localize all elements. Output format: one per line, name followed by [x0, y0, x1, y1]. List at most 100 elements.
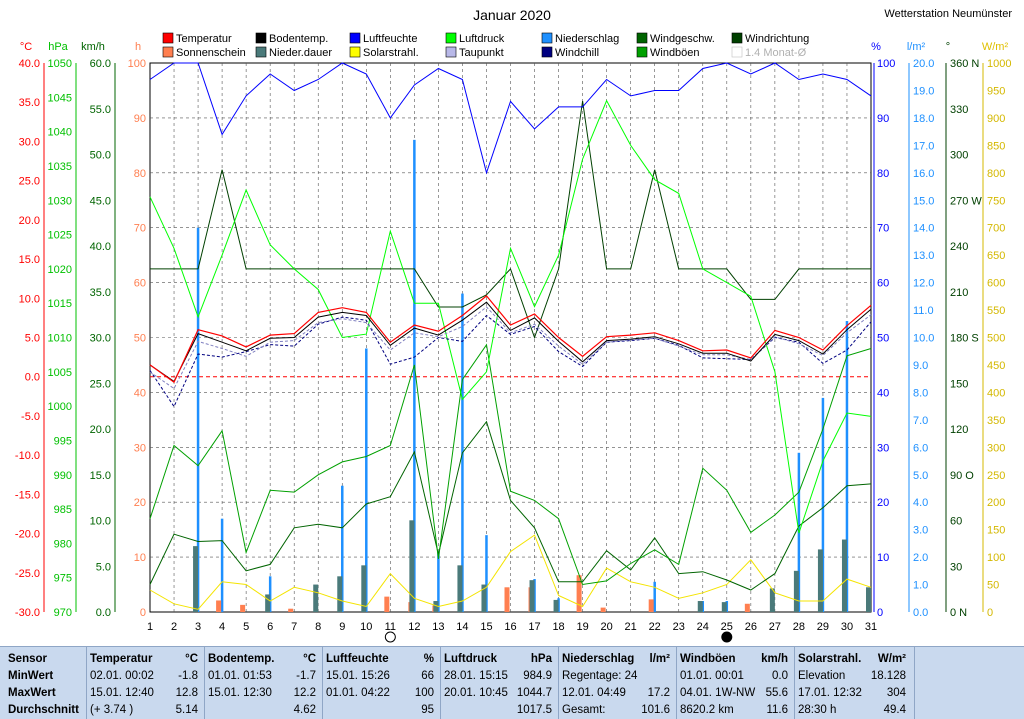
summary-cell-label: 01.01. 04:22 [326, 687, 390, 699]
legend-swatch [445, 46, 457, 58]
summary-cell-label: Luftfeuchte [326, 653, 389, 665]
rain-tick-label: 16.0 [913, 168, 934, 180]
legend-label: Temperatur [176, 33, 232, 45]
axis-unit-labels: °C hPa km/h h % l/m² ° W/m² [20, 41, 1009, 53]
pressure-tick-label: 1025 [48, 230, 72, 242]
x-tick-label: 29 [817, 621, 829, 633]
line-taupunkt [149, 306, 872, 390]
rain-tick-label: 7.0 [913, 415, 928, 427]
x-tick-label: 7 [291, 621, 297, 633]
summary-cell: Luftfeuchte% [326, 651, 438, 668]
x-tick-labels: 1 2 3 4 5 6 7 8 9 10 11 12 13 14 15 16 17 18 19 20 21 22 23 24 2… [147, 621, 877, 633]
summary-cell-label: 12.01. 04:49 [562, 687, 626, 699]
x-tick-label: 19 [576, 621, 588, 633]
solar-tick-label: 150 [987, 525, 1005, 537]
summary-cell-value: 0.0 [772, 670, 788, 682]
bar-niederschlag [196, 227, 200, 612]
temp-tick-label: -30.0 [15, 607, 40, 619]
pressure-tick-label: 1050 [48, 58, 72, 70]
rain-tick-label: 1.0 [913, 580, 928, 592]
pressure-tick-label: 1000 [48, 401, 72, 413]
summary-cell: 17.01. 12:32 304 [798, 685, 910, 702]
summary-cell-label: 04.01. 1W-NW [680, 687, 756, 699]
summary-column: Luftfeuchte% 15.01. 15:26 66 01.01. 04:22 10… [326, 651, 438, 719]
summary-cell-label: Temperatur [90, 653, 153, 665]
bar-niederdauer [529, 580, 535, 612]
summary-cell-label: 15.01. 15:26 [326, 670, 390, 682]
summary-separator [322, 647, 323, 719]
bar-niederschlag [437, 551, 440, 612]
pressure-tick-label: 975 [54, 573, 72, 585]
summary-cell-label: Solarstrahl. [798, 653, 862, 665]
summary-separator [86, 647, 87, 719]
chart-background [0, 0, 1024, 646]
pressure-tick-label: 970 [54, 607, 72, 619]
sun-tick-label: 20 [134, 497, 146, 509]
x-tick-label: 1 [147, 621, 153, 633]
rain-tick-label: 11.0 [913, 305, 934, 317]
summary-cell-label: Luftdruck [444, 653, 498, 665]
solar-tick-label: 750 [987, 195, 1005, 207]
wind-tick-label: 5.0 [96, 561, 111, 573]
x-tick-label: 9 [339, 621, 345, 633]
x-tick-label: 23 [673, 621, 685, 633]
x-tick-label: 30 [841, 621, 853, 633]
line-series [149, 62, 872, 610]
solar-tick-label: 850 [987, 140, 1005, 152]
solar-tick-label: 800 [987, 168, 1005, 180]
summary-cell-value: 304 [886, 687, 906, 699]
x-tick-label: 28 [793, 621, 805, 633]
summary-cell-label: 02.01. 00:02 [90, 670, 154, 682]
summary-cell: Luftdruck hPa [444, 651, 556, 668]
summary-cell: 15.01. 12:30 12.2 [208, 685, 320, 702]
pressure-tick-label: 1035 [48, 161, 72, 173]
bar-niederschlag [845, 321, 849, 612]
rain-tick-label: 6.0 [913, 442, 928, 454]
rain-tick-label: 3.0 [913, 525, 928, 537]
legend-label: Windgeschw. [650, 33, 715, 45]
row-label: Durchschnitt [8, 704, 79, 716]
line-temperatur [149, 295, 872, 384]
summary-cell-label: 20.01. 10:45 [444, 687, 508, 699]
x-tick-label: 11 [385, 621, 396, 633]
rain-tick-label: 0.0 [913, 607, 928, 619]
summary-cell: Bodentemp. °C [208, 651, 320, 668]
summary-separator [204, 647, 205, 719]
summary-cell: Solarstrahl. W/m² [798, 651, 910, 668]
summary-cell: 28.01. 15:15 984.9 [444, 668, 556, 685]
x-tick-label: 20 [601, 621, 613, 633]
legend-swatch [731, 46, 743, 58]
bar-niederdauer [697, 601, 703, 612]
solar-tick-label: 300 [987, 442, 1005, 454]
summary-cell: Temperatur °C [90, 651, 202, 668]
summary-cell-label: (+ 3.74 ) [90, 704, 134, 716]
legend-label: Windrichtung [745, 33, 809, 45]
summary-cell: 28:30 h 49.4 [798, 702, 910, 719]
summary-cell: Windböen km/h [680, 651, 792, 668]
bar-niederschlag [268, 576, 272, 612]
summary-cell: 4.62 [208, 702, 320, 719]
solar-tick-label: 600 [987, 278, 1005, 290]
x-tick-label: 10 [360, 621, 372, 633]
line-windgeschw [149, 420, 872, 591]
legend-swatch [255, 32, 267, 44]
row-label: Sensor [8, 653, 47, 665]
summary-column: Solarstrahl. W/m² Elevation 18.128 17.01. 12… [798, 651, 910, 719]
rain-tick-label: 5.0 [913, 470, 928, 482]
temp-tick-label: 20.0 [19, 215, 40, 227]
bar-niederdauer [841, 539, 847, 612]
summary-cell-value: 5.14 [175, 704, 198, 716]
wind-tick-label: 55.0 [90, 104, 111, 116]
sun-tick-label: 100 [128, 58, 146, 70]
direction-tick-label: 30 [950, 561, 962, 573]
legend-label: Luftdruck [459, 33, 505, 45]
line-windchill [149, 314, 872, 408]
x-tick-label: 6 [267, 621, 273, 633]
bar-niederschlag [653, 581, 656, 612]
legend-label: Niederschlag [555, 33, 619, 45]
x-tick-label: 27 [769, 621, 781, 633]
summary-cell-value: km/h [761, 653, 788, 665]
summary-cell-value: 55.6 [765, 687, 788, 699]
x-tick-label: 22 [649, 621, 661, 633]
summary-cell: 8620.2 km 11.6 [680, 702, 792, 719]
